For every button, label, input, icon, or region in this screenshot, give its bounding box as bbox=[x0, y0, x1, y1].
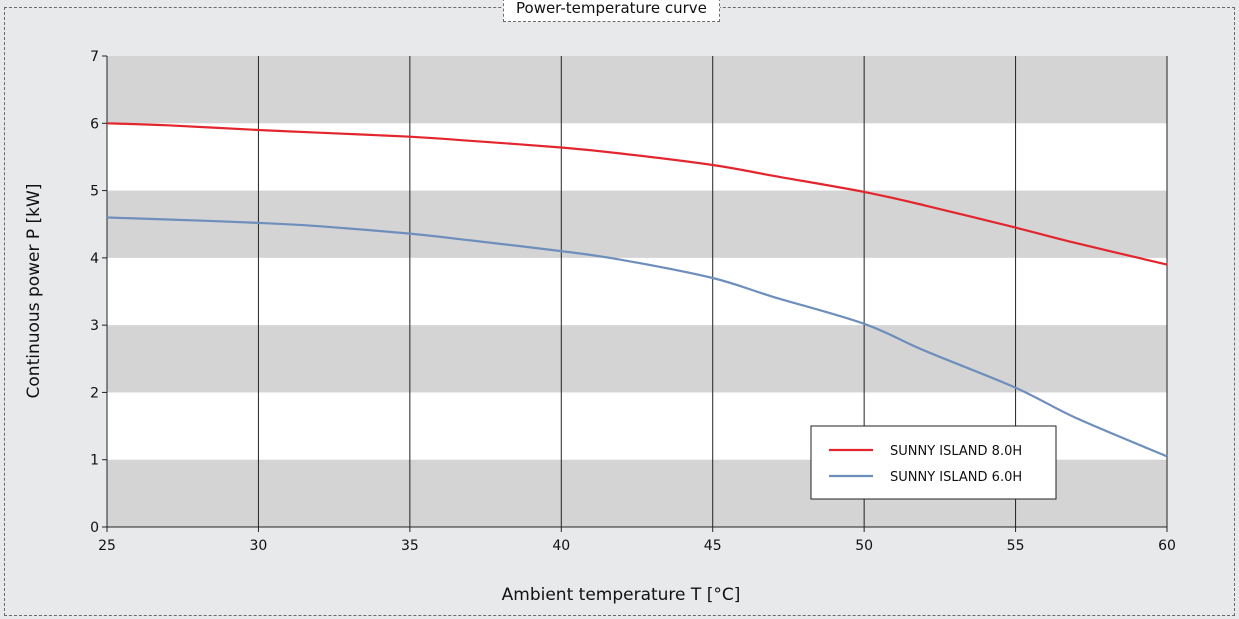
y-tick-label: 7 bbox=[90, 49, 99, 65]
legend: SUNNY ISLAND 8.0H SUNNY ISLAND 6.0H bbox=[810, 425, 1057, 500]
y-tick-label: 5 bbox=[90, 184, 99, 200]
y-tick-label: 1 bbox=[90, 453, 99, 469]
grid-band bbox=[107, 325, 1167, 393]
y-tick-label: 4 bbox=[90, 251, 99, 267]
x-tick-label: 35 bbox=[401, 538, 419, 554]
series-line-1 bbox=[106, 122, 1168, 266]
x-tick-label: 25 bbox=[98, 538, 116, 554]
series-line-2 bbox=[106, 216, 1168, 458]
legend-label: SUNNY ISLAND 8.0H bbox=[890, 444, 1022, 459]
chart-frame: Power-temperature curve bbox=[4, 0, 1235, 616]
y-tick-label: 3 bbox=[90, 318, 99, 334]
x-tick-label: 40 bbox=[552, 538, 570, 554]
x-tick-label: 60 bbox=[1158, 538, 1176, 554]
legend-box bbox=[810, 425, 1057, 500]
x-axis-label: Ambient temperature T [°C] bbox=[502, 585, 741, 605]
x-tick-label: 50 bbox=[855, 538, 873, 554]
legend-label: SUNNY ISLAND 6.0H bbox=[890, 470, 1022, 485]
chart-title: Power-temperature curve bbox=[503, 0, 720, 22]
x-tick-label: 55 bbox=[1007, 538, 1025, 554]
y-tick-label: 0 bbox=[90, 520, 99, 536]
x-tick-label: 30 bbox=[250, 538, 268, 554]
y-tick-label: 2 bbox=[90, 385, 99, 401]
grid-band bbox=[107, 56, 1167, 124]
x-tick-label: 45 bbox=[704, 538, 722, 554]
y-tick-label: 6 bbox=[90, 116, 99, 132]
y-axis-label: Continuous power P [kW] bbox=[24, 184, 44, 399]
